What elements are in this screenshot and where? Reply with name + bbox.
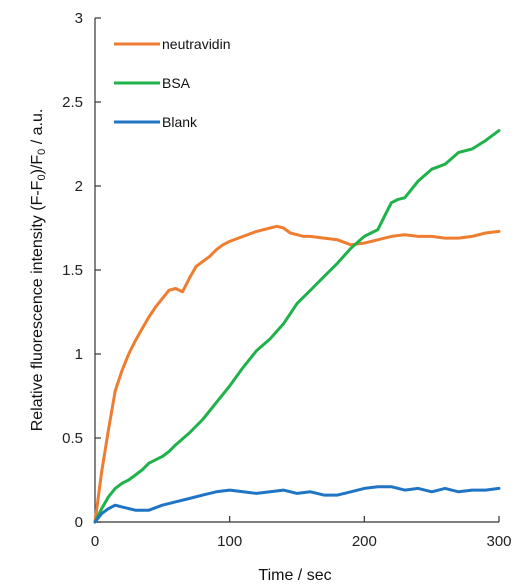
y-tick-label: 3 bbox=[75, 10, 83, 27]
legend-label-bsa: BSA bbox=[162, 75, 191, 91]
series-lines bbox=[93, 129, 501, 524]
y-axis-title: Relative fluorescence intensity (F-F0)/F… bbox=[29, 109, 48, 432]
y-axis-title-mid: )/F bbox=[29, 155, 46, 175]
legend-label-neutravidin: neutravidin bbox=[162, 36, 231, 52]
y-axis-title-end: / a.u. bbox=[29, 109, 46, 149]
series-line-blank bbox=[93, 485, 501, 524]
y-axis-title-main: Relative fluorescence intensity (F-F bbox=[29, 180, 46, 431]
series-line-neutravidin bbox=[93, 224, 501, 524]
y-tick-label: 0.5 bbox=[62, 430, 83, 447]
y-tick-label: 2.5 bbox=[62, 94, 83, 111]
x-axis-title: Time / sec bbox=[258, 567, 331, 584]
x-tick-label: 200 bbox=[352, 533, 377, 550]
y-tick-label: 1 bbox=[75, 346, 83, 363]
y-tick-label: 1.5 bbox=[62, 262, 83, 279]
x-tick-label: 300 bbox=[486, 533, 511, 550]
y-axis-title-sub1: 0 bbox=[36, 174, 48, 180]
y-tick-label: 2 bbox=[75, 178, 83, 195]
legend: neutravidin BSA Blank bbox=[114, 36, 231, 130]
axes bbox=[94, 18, 499, 523]
x-tick-label: 100 bbox=[217, 533, 242, 550]
tick-group: 0 0.5 1 1.5 2 2.5 3 0 100 200 300 bbox=[62, 10, 511, 550]
x-tick-label: 0 bbox=[91, 533, 99, 550]
y-tick-label: 0 bbox=[75, 514, 83, 531]
series-line-bsa bbox=[93, 129, 501, 524]
legend-label-blank: Blank bbox=[162, 114, 198, 130]
y-axis-title-sub2: 0 bbox=[36, 149, 48, 155]
